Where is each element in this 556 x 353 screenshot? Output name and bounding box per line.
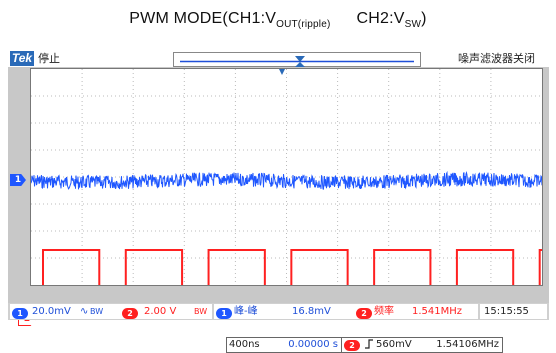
meas1-value: 16.8mV — [292, 306, 331, 317]
ch1-badge: 1 — [12, 307, 28, 319]
time-per-div: 400ns — [229, 339, 260, 350]
ch2-scale: 2.00 V — [144, 306, 177, 317]
timebase-readout[interactable]: 400ns 0.00000 s — [226, 337, 342, 353]
trigger-channel-badge: 2 — [344, 339, 360, 351]
ch1-scale: 20.0mV — [32, 306, 71, 317]
clock-time: 15:15:55 — [484, 306, 529, 317]
meas1-name: 峰-峰 — [234, 306, 258, 317]
meas2-channel-badge: 2 — [356, 307, 372, 319]
channel-scale-readout[interactable]: 1 20.0mV ∿ BW 2 2.00 V BW — [10, 304, 212, 319]
ch2-switch-waveform — [42, 249, 542, 285]
graticule-svg — [31, 69, 542, 285]
ch1-bandwidth-limit: BW — [90, 307, 104, 316]
trigger-frequency: 1.54106MHz — [436, 339, 499, 350]
tek-logo: Tek — [10, 51, 34, 66]
horizontal-delay: 0.00000 s — [288, 339, 338, 350]
title-text: PWM MODE(CH1:V — [129, 10, 277, 27]
ch2-badge: 2 — [122, 307, 138, 319]
oscilloscope-screen: Tek 停止 噪声滤波器关闭 1 2 400ns 0.00000 s 2 560… — [8, 50, 549, 353]
top-status-bar: Tek 停止 噪声滤波器关闭 — [8, 50, 549, 67]
bottom-readout-bar: 1 20.0mV ∿ BW 2 2.00 V BW 1 峰-峰 16.8mV 2… — [8, 303, 549, 320]
record-window-icon — [180, 56, 414, 67]
noise-filter-status: 噪声滤波器关闭 — [458, 52, 535, 65]
trigger-position-marker — [279, 69, 285, 75]
meas1-channel-badge: 1 — [216, 307, 232, 319]
ch2-bandwidth-limit: BW — [194, 307, 208, 316]
title-end: ) — [421, 10, 427, 27]
waveform-graticule — [30, 68, 543, 286]
ch1-ripple-waveform — [31, 170, 542, 190]
title-text-2: CH2:V — [356, 10, 405, 27]
ch1-ground-marker[interactable]: 1 — [10, 174, 26, 186]
record-position-bar[interactable] — [173, 52, 421, 67]
title-sub-sw: SW — [404, 19, 422, 31]
clock-readout: 15:15:55 — [480, 304, 547, 319]
meas2-value: 1.541MHz — [412, 306, 463, 317]
trigger-readout[interactable]: 2 560mV 1.54106MHz — [341, 337, 503, 353]
measurement-readout[interactable]: 1 峰-峰 16.8mV 2 频率 1.541MHz — [214, 304, 478, 319]
chart-title: PWM MODE(CH1:VOUT(ripple) CH2:VSW) — [0, 10, 556, 30]
rising-edge-icon — [364, 338, 374, 352]
trigger-level: 560mV — [376, 339, 412, 350]
title-sub-out: OUT(ripple) — [276, 19, 331, 31]
acquisition-state: 停止 — [38, 52, 60, 65]
ac-coupling-icon: ∿ — [80, 306, 89, 317]
meas2-name: 频率 — [374, 306, 394, 317]
